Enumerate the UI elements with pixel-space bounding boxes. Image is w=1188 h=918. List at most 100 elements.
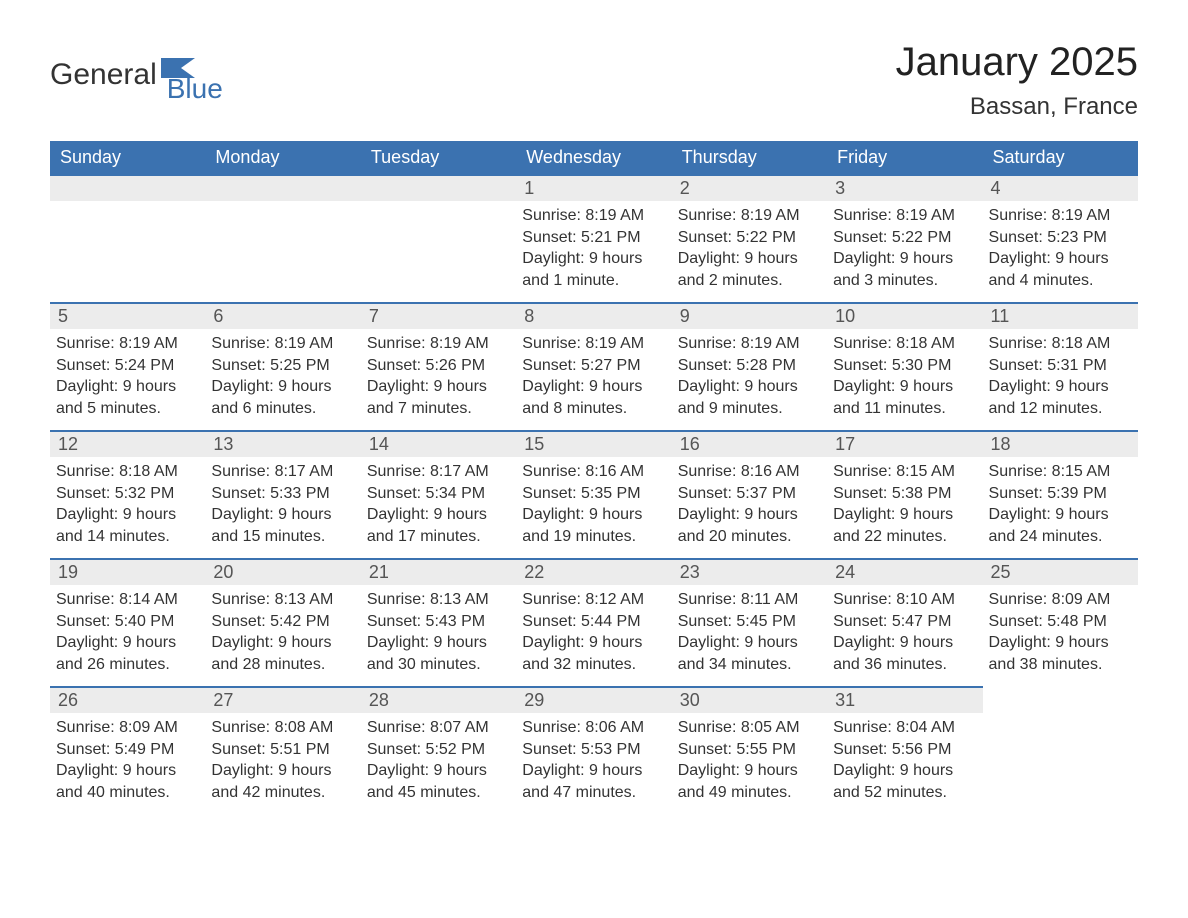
sunrise-text: Sunrise: 8:18 AM [56, 461, 199, 483]
daylight-line2: and 4 minutes. [989, 270, 1132, 292]
weekday-header: Thursday [672, 141, 827, 174]
sunrise-text: Sunrise: 8:12 AM [522, 589, 665, 611]
calendar-cell: 13Sunrise: 8:17 AMSunset: 5:33 PMDayligh… [205, 430, 360, 558]
calendar-cell: 24Sunrise: 8:10 AMSunset: 5:47 PMDayligh… [827, 558, 982, 686]
daylight-line2: and 24 minutes. [989, 526, 1132, 548]
daylight-line2: and 30 minutes. [367, 654, 510, 676]
daylight-line1: Daylight: 9 hours [989, 504, 1132, 526]
daylight-line2: and 49 minutes. [678, 782, 821, 804]
calendar-cell: 22Sunrise: 8:12 AMSunset: 5:44 PMDayligh… [516, 558, 671, 686]
sunrise-text: Sunrise: 8:11 AM [678, 589, 821, 611]
sunrise-text: Sunrise: 8:18 AM [833, 333, 976, 355]
sunset-text: Sunset: 5:42 PM [211, 611, 354, 633]
day-number: 28 [361, 686, 516, 713]
day-details: Sunrise: 8:19 AMSunset: 5:22 PMDaylight:… [827, 201, 982, 299]
day-number: 16 [672, 430, 827, 457]
daylight-line2: and 22 minutes. [833, 526, 976, 548]
day-number: 10 [827, 302, 982, 329]
calendar-cell: 15Sunrise: 8:16 AMSunset: 5:35 PMDayligh… [516, 430, 671, 558]
sunrise-text: Sunrise: 8:13 AM [211, 589, 354, 611]
day-number: 21 [361, 558, 516, 585]
weekday-header: Tuesday [361, 141, 516, 174]
calendar-cell: 29Sunrise: 8:06 AMSunset: 5:53 PMDayligh… [516, 686, 671, 814]
sunset-text: Sunset: 5:38 PM [833, 483, 976, 505]
daylight-line1: Daylight: 9 hours [989, 248, 1132, 270]
daylight-line1: Daylight: 9 hours [989, 632, 1132, 654]
weekday-header: Friday [827, 141, 982, 174]
weekday-header: Saturday [983, 141, 1138, 174]
day-details: Sunrise: 8:19 AMSunset: 5:26 PMDaylight:… [361, 329, 516, 427]
day-number: 2 [672, 174, 827, 201]
sunrise-text: Sunrise: 8:07 AM [367, 717, 510, 739]
day-number: 31 [827, 686, 982, 713]
daylight-line1: Daylight: 9 hours [678, 760, 821, 782]
daylight-line1: Daylight: 9 hours [522, 632, 665, 654]
day-number: 5 [50, 302, 205, 329]
day-number: 27 [205, 686, 360, 713]
sunset-text: Sunset: 5:26 PM [367, 355, 510, 377]
sunset-text: Sunset: 5:47 PM [833, 611, 976, 633]
daylight-line2: and 17 minutes. [367, 526, 510, 548]
daylight-line1: Daylight: 9 hours [56, 632, 199, 654]
calendar-cell: 10Sunrise: 8:18 AMSunset: 5:30 PMDayligh… [827, 302, 982, 430]
day-details: Sunrise: 8:13 AMSunset: 5:43 PMDaylight:… [361, 585, 516, 683]
sunset-text: Sunset: 5:44 PM [522, 611, 665, 633]
calendar-cell: 11Sunrise: 8:18 AMSunset: 5:31 PMDayligh… [983, 302, 1138, 430]
calendar-cell: 12Sunrise: 8:18 AMSunset: 5:32 PMDayligh… [50, 430, 205, 558]
day-number: 9 [672, 302, 827, 329]
calendar-cell: 5Sunrise: 8:19 AMSunset: 5:24 PMDaylight… [50, 302, 205, 430]
daylight-line1: Daylight: 9 hours [678, 248, 821, 270]
sunrise-text: Sunrise: 8:09 AM [989, 589, 1132, 611]
daylight-line2: and 14 minutes. [56, 526, 199, 548]
calendar-cell: 3Sunrise: 8:19 AMSunset: 5:22 PMDaylight… [827, 174, 982, 302]
sunrise-text: Sunrise: 8:19 AM [211, 333, 354, 355]
weekday-header-row: SundayMondayTuesdayWednesdayThursdayFrid… [50, 141, 1138, 174]
daylight-line1: Daylight: 9 hours [367, 376, 510, 398]
day-details: Sunrise: 8:10 AMSunset: 5:47 PMDaylight:… [827, 585, 982, 683]
calendar-cell [983, 686, 1138, 814]
sunrise-text: Sunrise: 8:19 AM [989, 205, 1132, 227]
day-number: 25 [983, 558, 1138, 585]
sunset-text: Sunset: 5:49 PM [56, 739, 199, 761]
sunset-text: Sunset: 5:43 PM [367, 611, 510, 633]
daylight-line2: and 38 minutes. [989, 654, 1132, 676]
calendar-cell: 9Sunrise: 8:19 AMSunset: 5:28 PMDaylight… [672, 302, 827, 430]
daylight-line2: and 34 minutes. [678, 654, 821, 676]
day-details: Sunrise: 8:16 AMSunset: 5:37 PMDaylight:… [672, 457, 827, 555]
sunrise-text: Sunrise: 8:19 AM [678, 333, 821, 355]
daylight-line1: Daylight: 9 hours [833, 504, 976, 526]
daylight-line1: Daylight: 9 hours [833, 760, 976, 782]
day-number: 15 [516, 430, 671, 457]
daylight-line2: and 19 minutes. [522, 526, 665, 548]
calendar-cell: 20Sunrise: 8:13 AMSunset: 5:42 PMDayligh… [205, 558, 360, 686]
weekday-header: Wednesday [516, 141, 671, 174]
calendar-table: SundayMondayTuesdayWednesdayThursdayFrid… [50, 141, 1138, 814]
day-number: 19 [50, 558, 205, 585]
day-number: 23 [672, 558, 827, 585]
daylight-line2: and 28 minutes. [211, 654, 354, 676]
sunset-text: Sunset: 5:21 PM [522, 227, 665, 249]
day-number: 24 [827, 558, 982, 585]
daylight-line1: Daylight: 9 hours [56, 376, 199, 398]
sunset-text: Sunset: 5:27 PM [522, 355, 665, 377]
daylight-line1: Daylight: 9 hours [367, 504, 510, 526]
daylight-line2: and 26 minutes. [56, 654, 199, 676]
daylight-line1: Daylight: 9 hours [522, 760, 665, 782]
sunset-text: Sunset: 5:39 PM [989, 483, 1132, 505]
calendar-cell: 7Sunrise: 8:19 AMSunset: 5:26 PMDaylight… [361, 302, 516, 430]
sunrise-text: Sunrise: 8:08 AM [211, 717, 354, 739]
sunset-text: Sunset: 5:33 PM [211, 483, 354, 505]
calendar-cell: 23Sunrise: 8:11 AMSunset: 5:45 PMDayligh… [672, 558, 827, 686]
sunrise-text: Sunrise: 8:16 AM [678, 461, 821, 483]
sunrise-text: Sunrise: 8:10 AM [833, 589, 976, 611]
day-details: Sunrise: 8:18 AMSunset: 5:32 PMDaylight:… [50, 457, 205, 555]
daylight-line2: and 12 minutes. [989, 398, 1132, 420]
sunrise-text: Sunrise: 8:06 AM [522, 717, 665, 739]
sunset-text: Sunset: 5:51 PM [211, 739, 354, 761]
location-label: Bassan, France [896, 93, 1138, 121]
sunrise-text: Sunrise: 8:19 AM [678, 205, 821, 227]
day-number: 18 [983, 430, 1138, 457]
daylight-line1: Daylight: 9 hours [56, 504, 199, 526]
day-details: Sunrise: 8:19 AMSunset: 5:21 PMDaylight:… [516, 201, 671, 299]
calendar-cell [50, 174, 205, 302]
